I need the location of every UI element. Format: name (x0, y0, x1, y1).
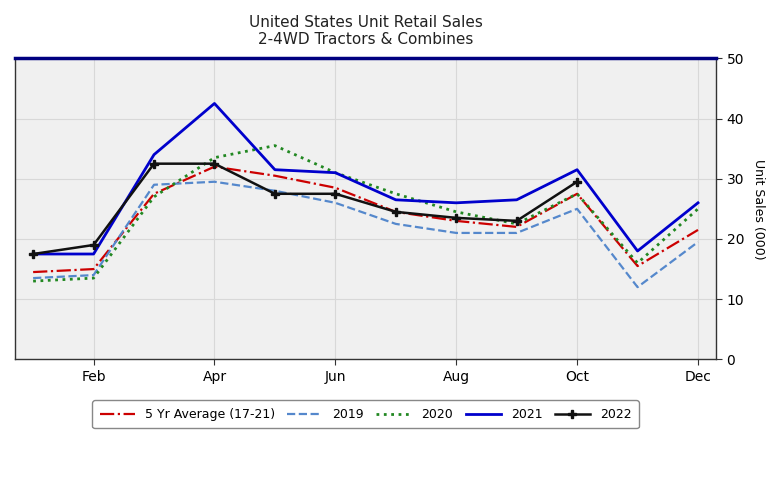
2019 (452, 230, 461, 236)
Legend: 5 Yr Average (17-21), 2019, 2020, 2021, 2022: 5 Yr Average (17-21), 2019, 2020, 2021, … (92, 400, 639, 429)
2020 (270, 143, 279, 149)
2022 (270, 191, 279, 197)
5 Yr Average (17-21) (633, 263, 642, 269)
5 Yr Average (17-21) (149, 191, 158, 197)
2022 (573, 179, 582, 185)
2020 (633, 260, 642, 266)
5 Yr Average (17-21) (573, 191, 582, 197)
2019 (28, 275, 37, 281)
2021 (693, 200, 703, 206)
2021 (28, 251, 37, 257)
Line: 5 Yr Average (17-21): 5 Yr Average (17-21) (33, 167, 698, 272)
2022 (331, 191, 340, 197)
2019 (149, 182, 158, 188)
2020 (452, 209, 461, 215)
2021 (331, 170, 340, 175)
2020 (391, 191, 400, 197)
2019 (693, 239, 703, 245)
5 Yr Average (17-21) (89, 266, 98, 272)
2020 (210, 155, 219, 160)
2021 (633, 248, 642, 254)
5 Yr Average (17-21) (270, 173, 279, 179)
2022 (512, 218, 521, 224)
2021 (270, 167, 279, 173)
2019 (633, 284, 642, 290)
2019 (270, 188, 279, 194)
2020 (28, 278, 37, 284)
2021 (149, 152, 158, 157)
5 Yr Average (17-21) (331, 185, 340, 191)
2022 (28, 251, 37, 257)
5 Yr Average (17-21) (391, 209, 400, 215)
2020 (89, 275, 98, 281)
2019 (89, 272, 98, 278)
2020 (331, 170, 340, 175)
Line: 2022: 2022 (29, 159, 581, 258)
Y-axis label: Unit Sales (000): Unit Sales (000) (752, 158, 765, 259)
2021 (89, 251, 98, 257)
2022 (391, 209, 400, 215)
2022 (210, 161, 219, 167)
2021 (573, 167, 582, 173)
2021 (210, 101, 219, 106)
2020 (573, 191, 582, 197)
2022 (89, 242, 98, 248)
5 Yr Average (17-21) (452, 218, 461, 224)
5 Yr Average (17-21) (693, 227, 703, 233)
2019 (391, 221, 400, 227)
2019 (512, 230, 521, 236)
Title: United States Unit Retail Sales
2-4WD Tractors & Combines: United States Unit Retail Sales 2-4WD Tr… (249, 15, 483, 48)
2021 (391, 197, 400, 203)
5 Yr Average (17-21) (28, 269, 37, 275)
2019 (210, 179, 219, 185)
2019 (331, 200, 340, 206)
2021 (512, 197, 521, 203)
Line: 2019: 2019 (33, 182, 698, 287)
5 Yr Average (17-21) (210, 164, 219, 170)
Line: 2020: 2020 (33, 146, 698, 281)
2022 (149, 161, 158, 167)
Line: 2021: 2021 (33, 104, 698, 254)
2020 (149, 194, 158, 200)
2021 (452, 200, 461, 206)
5 Yr Average (17-21) (512, 224, 521, 230)
2020 (512, 221, 521, 227)
2019 (573, 206, 582, 212)
2022 (452, 215, 461, 221)
2020 (693, 206, 703, 212)
